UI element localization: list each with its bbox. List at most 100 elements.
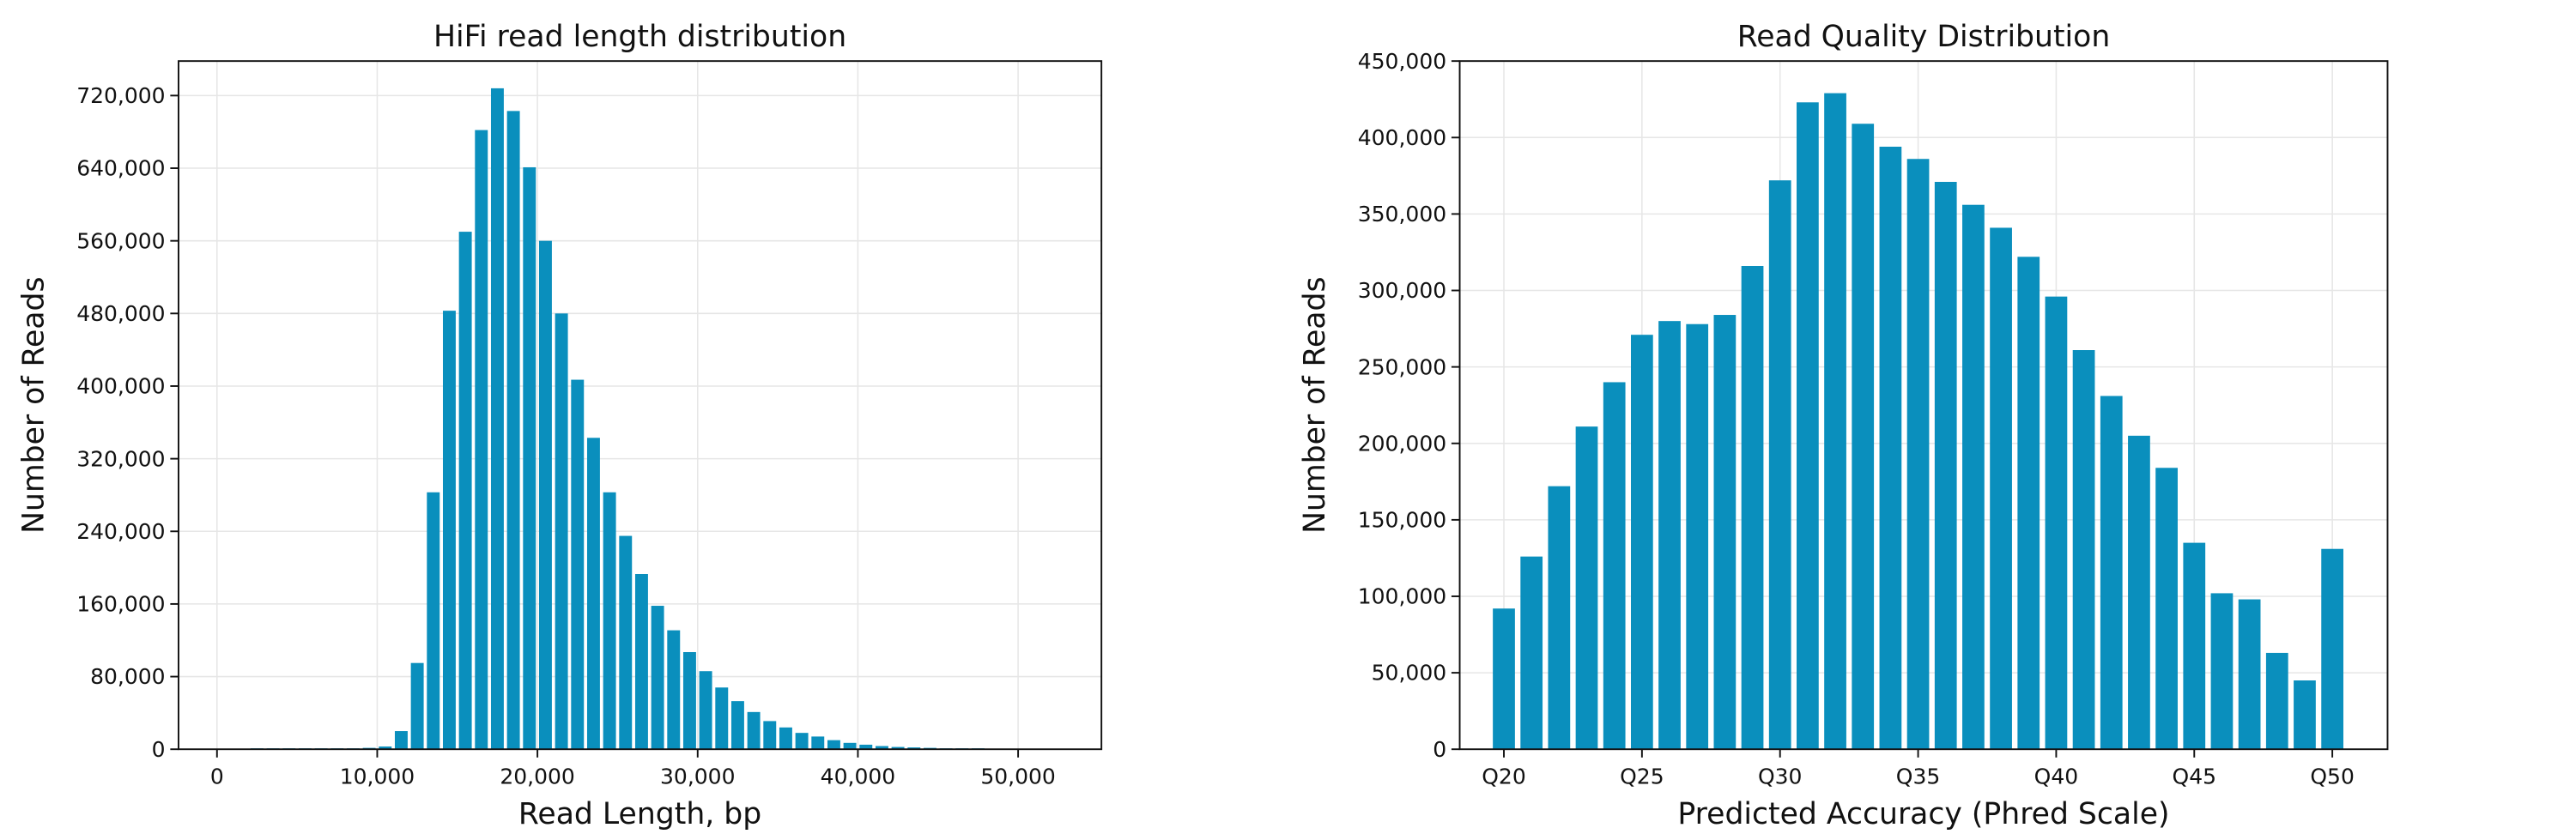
bar xyxy=(651,606,664,750)
y-axis-label: Number of Reads xyxy=(16,276,51,533)
bar xyxy=(907,747,921,750)
bar xyxy=(747,711,761,750)
bar xyxy=(1824,93,1846,750)
y-tick-label: 160,000 xyxy=(76,592,165,617)
bar xyxy=(682,651,696,750)
y-tick-label: 640,000 xyxy=(76,156,165,181)
bar xyxy=(1906,159,1930,750)
y-tick-label: 560,000 xyxy=(76,228,165,253)
y-tick-label: 240,000 xyxy=(76,519,165,544)
bar xyxy=(2321,548,2343,750)
bar xyxy=(410,662,424,750)
y-tick-label: 720,000 xyxy=(76,83,165,108)
y-tick-label: 320,000 xyxy=(76,446,165,471)
bar xyxy=(506,111,520,750)
y-tick-label: 480,000 xyxy=(76,301,165,326)
bar xyxy=(442,311,456,750)
bar xyxy=(891,746,905,750)
bar xyxy=(811,736,825,750)
bar xyxy=(634,573,648,750)
y-tick-label: 400,000 xyxy=(1358,125,1446,150)
x-tick-label: 20,000 xyxy=(500,764,574,789)
bar xyxy=(619,535,633,750)
x-tick-label: 50,000 xyxy=(980,764,1055,789)
bar xyxy=(379,746,392,750)
chart-title: Read Quality Distribution xyxy=(1737,20,2111,54)
bar xyxy=(715,687,729,750)
bar xyxy=(2210,593,2234,750)
x-tick-label: Q40 xyxy=(2034,764,2079,789)
bar xyxy=(1741,265,1764,750)
bar xyxy=(538,240,552,750)
bar xyxy=(1852,124,1875,750)
bar xyxy=(1686,323,1709,750)
x-tick-label: Q35 xyxy=(1896,764,1940,789)
bar xyxy=(523,166,536,750)
y-tick-label: 450,000 xyxy=(1358,49,1446,74)
y-tick-label: 50,000 xyxy=(1372,661,1446,686)
bar xyxy=(1603,382,1626,750)
x-tick-label: Q50 xyxy=(2310,764,2354,789)
y-tick-label: 350,000 xyxy=(1358,202,1446,227)
bar xyxy=(2100,396,2123,750)
bar xyxy=(1934,181,1957,750)
y-tick-label: 0 xyxy=(1433,737,1446,762)
bar xyxy=(667,630,681,750)
bar xyxy=(730,701,744,750)
y-tick-label: 0 xyxy=(152,737,166,762)
y-tick-label: 80,000 xyxy=(90,664,165,689)
x-tick-label: Q20 xyxy=(1482,764,1526,789)
bar xyxy=(2265,652,2288,750)
x-tick-label: Q45 xyxy=(2173,764,2217,789)
plot-frame xyxy=(1458,60,2389,751)
bar xyxy=(1797,102,1819,750)
bar xyxy=(2155,468,2178,750)
bar xyxy=(1520,556,1543,750)
bar xyxy=(2072,350,2095,750)
bar xyxy=(1962,204,1985,750)
bar xyxy=(875,746,888,750)
bar xyxy=(779,727,792,750)
y-tick-label: 150,000 xyxy=(1358,508,1446,533)
bar xyxy=(1493,608,1515,750)
x-axis-label: Predicted Accuracy (Phred Scale) xyxy=(1677,797,2169,831)
x-axis-label: Read Length, bp xyxy=(518,797,761,831)
x-tick-label: 0 xyxy=(210,764,224,789)
bar xyxy=(2183,542,2206,750)
y-axis-label: Number of Reads xyxy=(1298,276,1332,533)
bar xyxy=(1575,426,1598,750)
bar xyxy=(555,313,568,750)
y-tick-label: 300,000 xyxy=(1358,278,1446,303)
bar xyxy=(475,130,488,750)
plot-frame xyxy=(178,60,1103,751)
x-tick-label: 10,000 xyxy=(340,764,415,789)
bar xyxy=(1879,146,1902,750)
chart-title: HiFi read length distribution xyxy=(433,20,846,54)
y-tick-label: 250,000 xyxy=(1358,354,1446,379)
y-tick-label: 400,000 xyxy=(76,374,165,399)
x-tick-label: Q30 xyxy=(1758,764,1803,789)
bar xyxy=(427,492,440,750)
y-tick-label: 200,000 xyxy=(1358,431,1446,456)
bar xyxy=(586,438,600,750)
x-tick-label: 30,000 xyxy=(660,764,735,789)
bar xyxy=(2238,599,2261,750)
bar xyxy=(458,232,472,750)
bar xyxy=(1658,321,1681,750)
bar xyxy=(571,379,585,750)
bar xyxy=(843,742,857,750)
bar xyxy=(1768,180,1791,750)
bar xyxy=(699,671,712,750)
bar xyxy=(2017,257,2040,750)
bar xyxy=(394,731,408,750)
bar xyxy=(859,744,873,750)
bar xyxy=(827,740,840,750)
bar xyxy=(603,492,616,750)
bar xyxy=(490,88,504,750)
y-tick-label: 100,000 xyxy=(1358,584,1446,609)
bar xyxy=(1630,335,1653,750)
bar xyxy=(1713,315,1737,750)
x-tick-label: Q25 xyxy=(1620,764,1664,789)
bar xyxy=(795,733,809,750)
